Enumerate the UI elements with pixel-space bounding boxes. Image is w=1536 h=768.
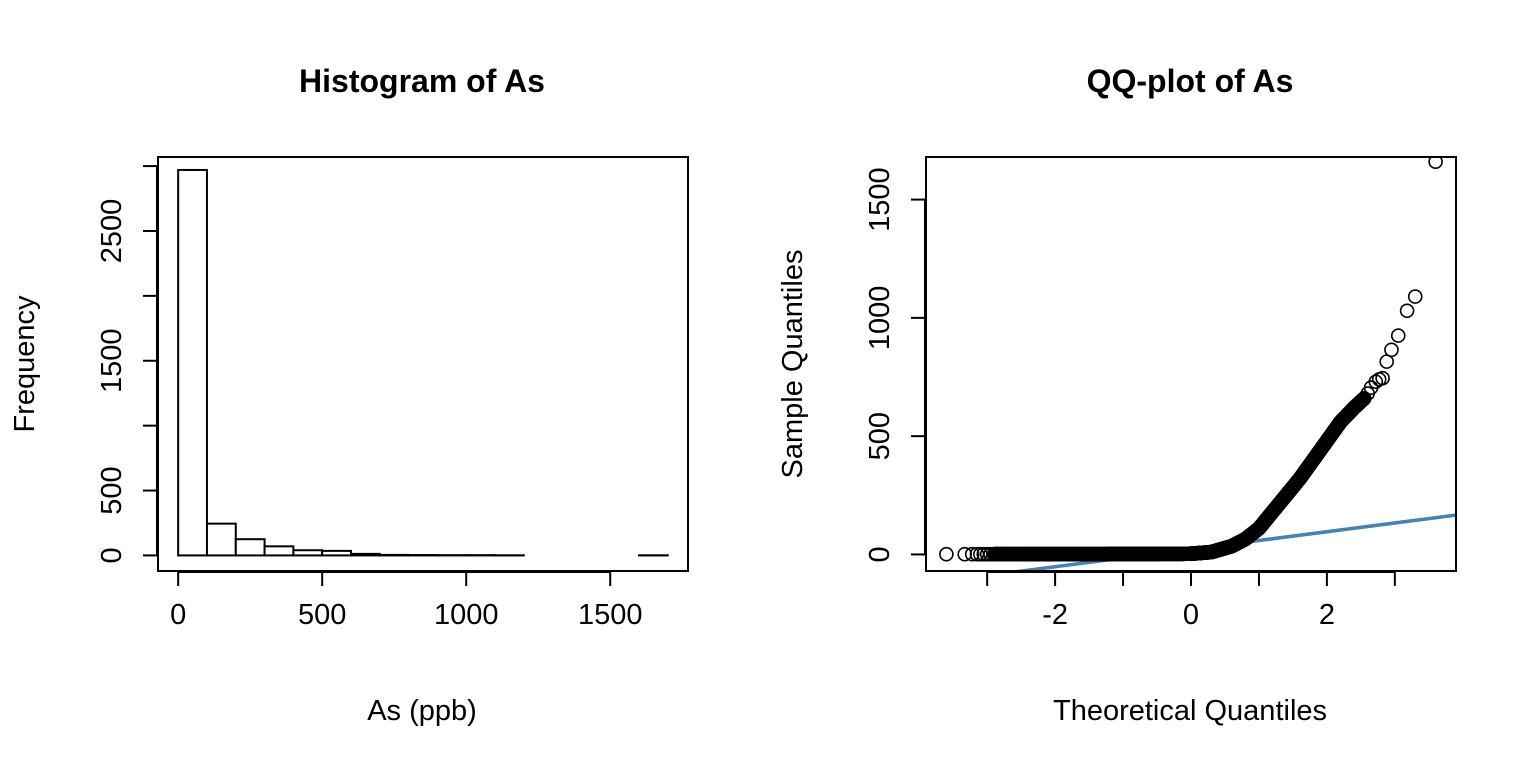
histogram-x-tick-label: 500 [298,599,346,631]
qq-point [1428,157,1443,170]
qq-x-axis: -2 0 2 [986,571,1396,631]
qq-y-axis-label: Sample Quantiles [777,250,809,479]
qq-point [1390,328,1406,343]
histogram-y-tick-label: 2500 [96,199,128,264]
qq-y-axis: 0 500 1000 1500 [864,167,926,563]
histogram-bars [177,168,669,557]
histogram-y-tick-label: 0 [96,547,128,563]
histogram-title: Histogram of As [299,63,545,99]
qq-point [1356,391,1372,406]
histogram-bar [349,552,381,557]
histogram-x-axis-label: As (ppb) [367,695,477,727]
qq-plot-frame [925,156,1457,572]
qq-y-tick-label: 1500 [864,167,896,232]
qq-point [1379,354,1394,369]
qq-point [1407,289,1423,304]
histogram-bar [177,168,208,557]
histogram-y-tick-label: 1500 [96,328,128,393]
qq-plot-title: QQ-plot of As [1087,63,1294,99]
qq-point [979,546,995,562]
qq-point [1399,303,1415,319]
qq-points [939,157,1443,562]
qq-x-tick-label: 2 [1319,599,1335,631]
qq-y-tick-label: 1000 [864,286,896,351]
histogram-bar [234,538,266,557]
histogram-x-tick-label: 0 [170,599,186,631]
qq-x-tick-label: 0 [1183,599,1199,631]
histogram-y-axis-label: Frequency [9,295,41,433]
histogram-x-tick-label: 1500 [578,599,643,631]
histogram-bar [292,549,324,557]
qq-x-axis-label: Theoretical Quantiles [1053,695,1327,727]
qq-point [976,546,992,562]
qq-x-tick-label: -2 [1042,599,1068,631]
qq-plot-panel: QQ-plot of As -2 0 2 0 500 1000 1500 Theoreti… [777,63,1457,727]
histogram-y-axis: 0 500 1500 2500 [96,165,158,563]
qq-point [983,546,998,562]
qq-point [1360,386,1375,401]
qq-y-tick-label: 0 [864,546,896,562]
qq-point [964,546,980,562]
histogram-bar [378,553,410,557]
histogram-x-tick-label: 1000 [434,599,499,631]
histogram-bar [205,522,237,557]
histogram-bar [263,545,295,557]
histogram-y-tick-label: 500 [96,466,128,514]
histogram-plot-frame [157,156,689,572]
histogram-panel: Histogram of As 0 500 1000 1500 0 500 1500 250… [9,63,689,727]
histogram-x-axis: 0 500 1000 1500 [170,571,643,631]
qq-y-tick-label: 500 [864,412,896,460]
histogram-bar [321,549,352,557]
qq-point [939,546,954,562]
qq-point [973,546,988,562]
qq-point [957,546,973,562]
qq-point [1371,372,1387,387]
